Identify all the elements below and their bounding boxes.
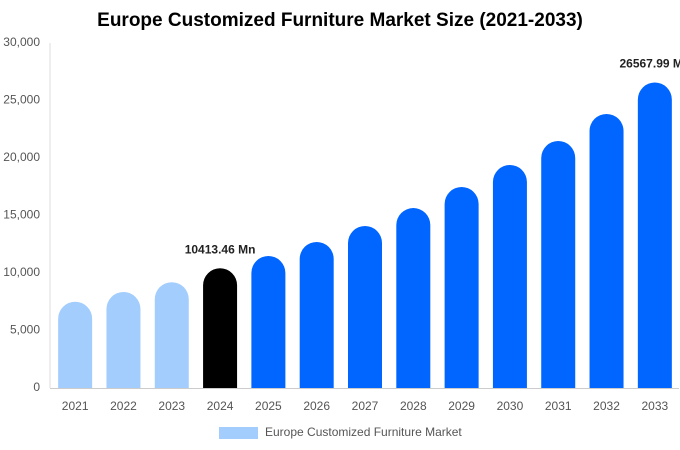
bar [396,208,431,388]
bar [637,82,672,389]
x-tick-label: 2025 [255,399,282,413]
y-tick-label: 10,000 [3,265,40,279]
x-tick-label: 2022 [110,399,137,413]
bar [154,282,189,388]
data-label: 26567.99 Mn [619,57,680,71]
bar [106,291,141,388]
y-tick-label: 15,000 [3,208,40,222]
y-tick-label: 0 [33,380,40,394]
legend-swatch [219,427,258,439]
x-tick-label: 2031 [545,399,572,413]
x-tick-label: 2026 [303,399,330,413]
x-tick-label: 2029 [448,399,475,413]
bar [444,186,479,388]
y-tick-label: 5,000 [10,323,40,337]
x-tick-label: 2033 [641,399,668,413]
y-tick-label: 25,000 [3,93,40,107]
x-tick-label: 2032 [593,399,620,413]
chart-title: Europe Customized Furniture Market Size … [97,10,583,31]
bar [589,113,624,388]
bar [541,140,576,388]
bar [348,225,382,388]
x-tick-label: 2030 [497,399,524,413]
x-tick-label: 2021 [62,399,89,413]
bar [492,165,527,388]
x-tick-label: 2023 [158,399,185,413]
bar [251,255,286,388]
bar [299,241,334,388]
x-tick-label: 2024 [207,399,234,413]
x-tick-label: 2027 [352,399,379,413]
x-tick-label: 2028 [400,399,427,413]
y-tick-label: 20,000 [3,150,40,164]
legend-label: Europe Customized Furniture Market [265,425,462,439]
y-tick-label: 30,000 [3,35,40,49]
bar [58,301,93,388]
data-label: 10413.46 Mn [185,242,256,256]
bar [203,268,238,388]
